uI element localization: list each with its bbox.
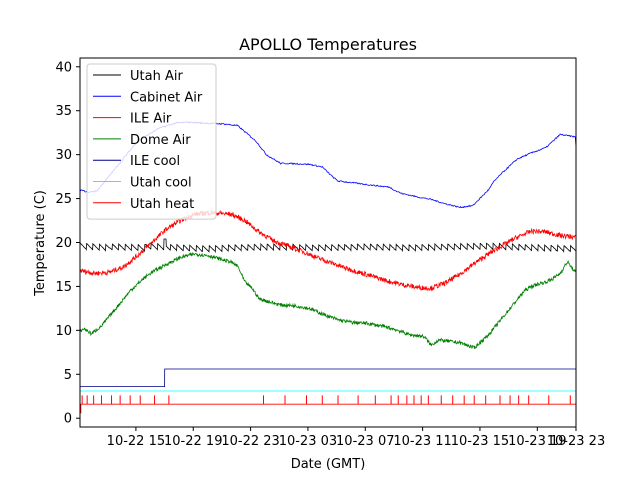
- legend-label: ILE Air: [130, 112, 172, 127]
- x-tick-label: 10-22 19: [164, 434, 222, 449]
- y-tick-label: 25: [55, 192, 72, 207]
- x-axis-label: Date (GMT): [291, 457, 366, 472]
- y-tick-label: 10: [55, 324, 72, 339]
- y-axis-label: Temperature (C): [33, 190, 48, 297]
- legend-label: Cabinet Air: [130, 90, 203, 105]
- x-tick-label: 10-22 23: [221, 434, 279, 449]
- x-tick-label: 10-23 11: [393, 434, 451, 449]
- legend-label: Utah heat: [130, 197, 194, 212]
- x-tick-label: 10-22 15: [107, 434, 165, 449]
- legend-label: Dome Air: [130, 133, 191, 148]
- y-tick-label: 40: [55, 60, 72, 75]
- y-tick-label: 20: [55, 236, 72, 251]
- legend-label: Utah Air: [130, 69, 183, 84]
- y-tick-label: 0: [64, 412, 72, 427]
- y-tick-label: 15: [55, 280, 72, 295]
- x-tick-label: 10-23 23: [547, 434, 605, 449]
- chart-title: APOLLO Temperatures: [239, 35, 417, 54]
- x-tick-label: 10-23 15: [451, 434, 509, 449]
- legend: Utah Air Cabinet Air ILE Air Dome Air ILE co…: [87, 64, 216, 219]
- legend-label: ILE cool: [130, 154, 180, 169]
- x-tick-label: 10-23 07: [336, 434, 394, 449]
- y-tick-label: 35: [55, 104, 72, 119]
- chart: APOLLO Temperatures Date (GMT) Temperatu…: [0, 0, 640, 480]
- legend-label: Utah cool: [130, 176, 192, 191]
- y-tick-label: 5: [64, 368, 72, 383]
- x-tick-label: 10-23 03: [279, 434, 337, 449]
- y-tick-label: 30: [55, 148, 72, 163]
